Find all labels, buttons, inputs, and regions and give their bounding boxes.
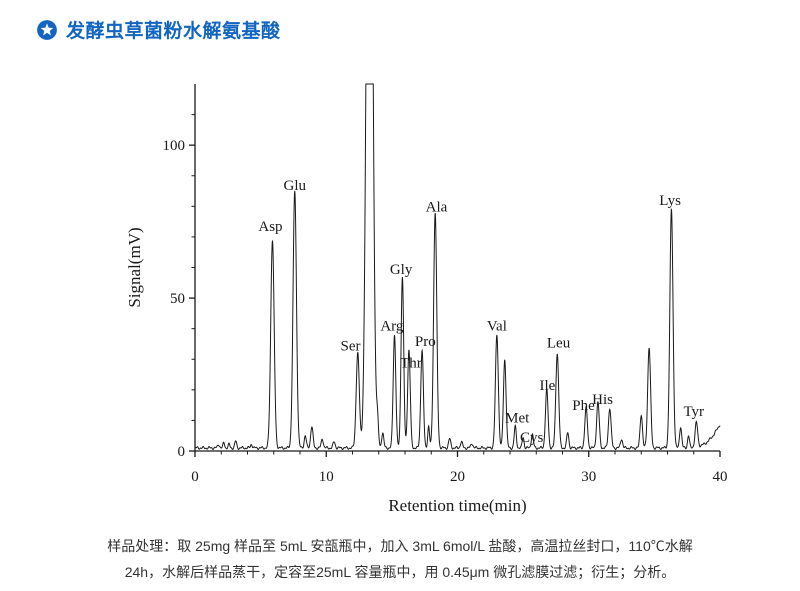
svg-text:0: 0: [178, 444, 186, 460]
svg-text:Phe: Phe: [572, 398, 595, 414]
svg-text:Lys: Lys: [659, 193, 681, 209]
svg-text:Cys: Cys: [520, 430, 544, 446]
svg-text:20: 20: [450, 469, 465, 485]
svg-text:Leu: Leu: [547, 335, 571, 351]
svg-text:Ala: Ala: [426, 199, 448, 215]
svg-text:Glu: Glu: [284, 178, 307, 194]
badge-star-icon: [36, 19, 58, 41]
caption-line-2: 24h，水解后样品蒸干，定容至25mL 容量瓶中，用 0.45μm 微孔滤膜过滤…: [124, 563, 676, 580]
caption-line-1: 样品处理：取 25mg 样品至 5mL 安瓿瓶中，加入 3mL 6mol/L 盐…: [107, 538, 693, 554]
svg-text:Signal(mV): Signal(mV): [125, 227, 144, 307]
svg-text:40: 40: [713, 469, 728, 485]
page-title: 发酵虫草菌粉水解氨基酸: [66, 21, 281, 42]
svg-text:His: His: [592, 392, 613, 408]
svg-text:50: 50: [170, 291, 185, 307]
svg-text:100: 100: [163, 138, 186, 154]
svg-text:Tyr: Tyr: [683, 404, 704, 420]
svg-text:0: 0: [191, 469, 199, 485]
svg-text:Arg: Arg: [380, 319, 404, 335]
svg-text:Ile: Ile: [539, 378, 555, 394]
svg-text:Met: Met: [505, 410, 530, 426]
chromatogram-svg: 0 10 20 30 40 0 50 100 Retention time(min) Signal…: [125, 83, 728, 515]
svg-text:Gly: Gly: [390, 262, 413, 278]
svg-text:Pro: Pro: [415, 334, 436, 350]
svg-text:10: 10: [319, 469, 334, 485]
svg-text:Ser: Ser: [341, 338, 361, 354]
svg-text:Retention time(min): Retention time(min): [388, 496, 526, 515]
svg-text:30: 30: [581, 469, 596, 485]
svg-text:Thr: Thr: [400, 355, 422, 371]
svg-text:Val: Val: [487, 319, 507, 335]
page-header: 发酵虫草菌粉水解氨基酸: [36, 16, 281, 43]
chromatogram-figure: 0 10 20 30 40 0 50 100 Retention time(min) Signal…: [40, 74, 800, 534]
svg-text:Asp: Asp: [258, 219, 282, 235]
sample-prep-caption: 样品处理：取 25mg 样品至 5mL 安瓿瓶中，加入 3mL 6mol/L 盐…: [40, 534, 760, 586]
